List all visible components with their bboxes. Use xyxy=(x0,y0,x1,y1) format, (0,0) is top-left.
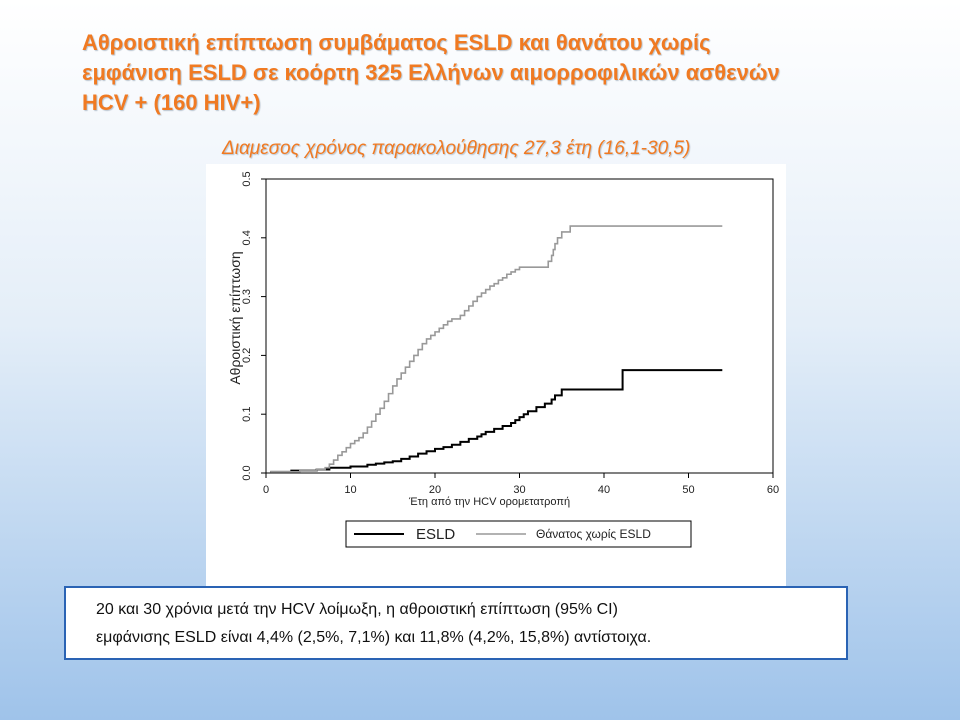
x-tick-label-3: 30 xyxy=(513,484,525,496)
y-tick-label-1: 0.1 xyxy=(241,407,253,422)
y-tick-label-3: 0.3 xyxy=(241,289,253,304)
y-tick-label-5: 0.5 xyxy=(241,171,253,186)
summary-line-2: εμφάνισης ESLD είναι 4,4% (2,5%, 7,1%) κ… xyxy=(96,629,652,646)
x-tick-label-4: 40 xyxy=(598,484,610,496)
chart-panel: 0.0 0.1 0.2 0.3 0.4 0.5 0 10 20 30 40 50 60 Έτη από τ… xyxy=(206,164,786,590)
slide-title-line-3: HCV + (160 HIV+) xyxy=(82,90,261,115)
slide-title-line-2: εμφάνιση ESLD σε κοόρτη 325 Ελλήνων αιμο… xyxy=(82,60,780,85)
series-line-0 xyxy=(270,369,723,473)
legend-label-1: Θάνατος χωρίς ESLD xyxy=(536,527,651,541)
y-tick-label-4: 0.4 xyxy=(241,230,253,245)
x-tick-label-6: 60 xyxy=(767,484,779,496)
y-tick-label-0: 0.0 xyxy=(241,465,253,480)
y-tick-label-2: 0.2 xyxy=(241,348,253,363)
series-line-1 xyxy=(270,225,723,473)
summary-line-1: 20 και 30 χρόνια μετά την HCV λοίμωξη, η… xyxy=(96,601,618,618)
y-axis-title: Αθροιστική επίπτωση xyxy=(227,251,243,384)
summary-callout: 20 και 30 χρόνια μετά την HCV λοίμωξη, η… xyxy=(64,586,848,660)
slide-subtitle: Διαμεσος χρόνος παρακολούθησης 27,3 έτη … xyxy=(222,138,691,159)
x-tick-label-5: 50 xyxy=(682,484,694,496)
x-axis-title: Έτη από την HCV ορομετατροπή xyxy=(408,496,570,508)
x-tick-label-0: 0 xyxy=(263,484,269,496)
plot-frame xyxy=(265,178,774,474)
slide-title: Αθροιστική επίπτωση συμβάματος ESLD και … xyxy=(82,28,942,118)
x-tick-label-1: 10 xyxy=(344,484,356,496)
x-tick-label-2: 20 xyxy=(429,484,441,496)
slide-title-line-1: Αθροιστική επίπτωση συμβάματος ESLD και … xyxy=(82,30,711,55)
legend-label-0: ESLD xyxy=(416,526,455,543)
cumulative-incidence-chart: 0.0 0.1 0.2 0.3 0.4 0.5 0 10 20 30 40 50 60 Έτη από τ… xyxy=(227,171,779,548)
